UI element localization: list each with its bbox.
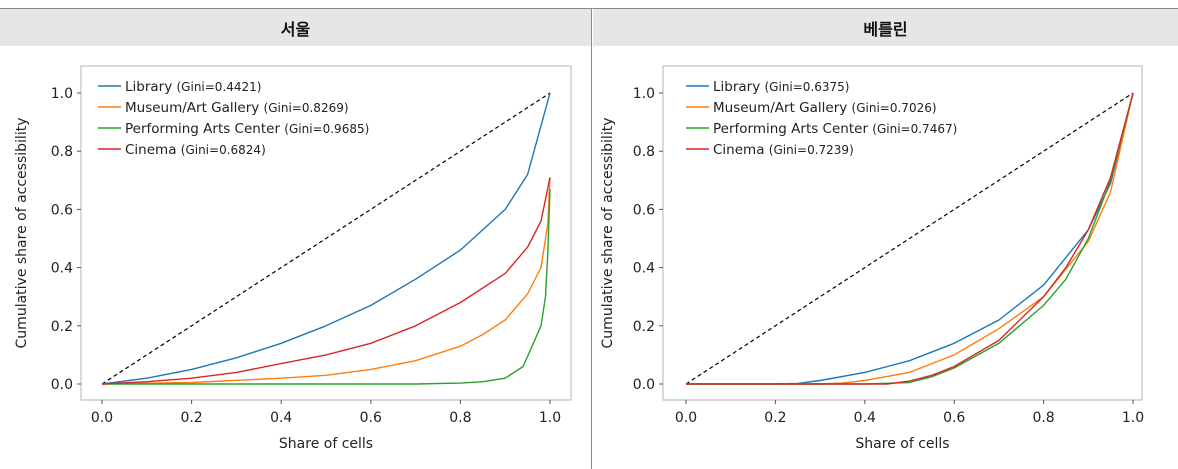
y-tick-label: 0.4 [51,261,73,277]
legend-gini: (Gini=0.9685) [284,122,369,136]
legend-gini: (Gini=0.4421) [177,80,262,94]
legend-entry-performing-arts-center: Performing Arts Center (Gini=0.9685) [125,121,369,137]
legend-gini: (Gini=0.7467) [872,122,957,136]
x-tick-label: 0.8 [449,410,471,426]
panel-divider [591,9,592,469]
y-tick-label: 0.0 [51,377,73,393]
legend-gini: (Gini=0.7026) [852,101,937,115]
x-tick-label: 0.6 [943,410,965,426]
y-axis-label: Cumulative share of accessibility [600,118,616,349]
x-axis-label: Share of cells [855,436,949,452]
x-tick-label: 1.0 [539,410,561,426]
y-tick-label: 0.6 [51,202,73,218]
panel-title-berlin: 베를린 [593,9,1178,46]
top-rule [0,8,1178,9]
x-tick-label: 0.4 [854,410,876,426]
x-tick-label: 0.2 [180,410,202,426]
y-tick-label: 0.8 [51,144,73,160]
equality-line [101,92,551,385]
y-tick-label: 0.4 [633,261,655,277]
legend-gini: (Gini=0.6375) [765,80,850,94]
plot-frame [80,65,572,401]
legend-entry-performing-arts-center: Performing Arts Center (Gini=0.7467) [713,121,957,137]
legend-gini: (Gini=0.7239) [769,143,854,157]
series-line-library [101,92,551,385]
legend-entry-cinema: Cinema (Gini=0.7239) [713,142,854,158]
equality-line [685,92,1134,385]
legend-entry-cinema: Cinema (Gini=0.6824) [125,142,266,158]
y-tick-label: 0.2 [51,319,73,335]
legend-name: Performing Arts Center [125,121,284,137]
y-tick-label: 1.0 [51,86,73,102]
legend-name: Museum/Art Gallery [125,100,264,116]
legend-gini: (Gini=0.6824) [181,143,266,157]
legend-name: Library [125,79,177,95]
x-tick-label: 1.0 [1122,410,1144,426]
x-tick-label: 0.6 [360,410,382,426]
legend-name: Cinema [713,142,769,158]
chart-seoul: 0.0 0.2 0.4 0.6 0.8 1.0 0.0 0.2 0.4 0.6 0.8 1.0 Shar… [14,65,572,452]
panel-title-seoul: 서울 [0,9,591,46]
series-line-cinema [686,92,1134,385]
y-tick-label: 0.6 [633,202,655,218]
legend-entry-museum-art-gallery: Museum/Art Gallery (Gini=0.7026) [713,100,937,116]
legend-name: Performing Arts Center [713,121,872,137]
legend-entry-library: Library (Gini=0.4421) [125,79,261,95]
legend-name: Cinema [125,142,181,158]
series-line-cinema [101,177,551,385]
legend-gini: (Gini=0.8269) [264,101,349,115]
x-tick-label: 0.2 [764,410,786,426]
series-line-performing-arts-center [102,188,551,385]
x-tick-label: 0.0 [675,410,697,426]
plot-frame [662,65,1143,401]
y-tick-label: 0.0 [633,377,655,393]
legend-entry-museum-art-gallery: Museum/Art Gallery (Gini=0.8269) [125,100,349,116]
chart-berlin: 0.0 0.2 0.4 0.6 0.8 1.0 0.0 0.2 0.4 0.6 0.8 1.0 Shar… [600,65,1144,452]
series-line-museum-art-gallery [101,177,551,385]
x-tick-label: 0.0 [91,410,113,426]
legend-name: Museum/Art Gallery [713,100,852,116]
y-tick-label: 0.8 [633,144,655,160]
x-tick-label: 0.4 [270,410,292,426]
y-tick-label: 1.0 [633,86,655,102]
y-axis-label: Cumulative share of accessibility [14,118,30,349]
legend-name: Library [713,79,765,95]
legend-entry-library: Library (Gini=0.6375) [713,79,849,95]
x-tick-label: 0.8 [1032,410,1054,426]
x-axis-label: Share of cells [279,436,373,452]
y-tick-label: 0.2 [633,319,655,335]
